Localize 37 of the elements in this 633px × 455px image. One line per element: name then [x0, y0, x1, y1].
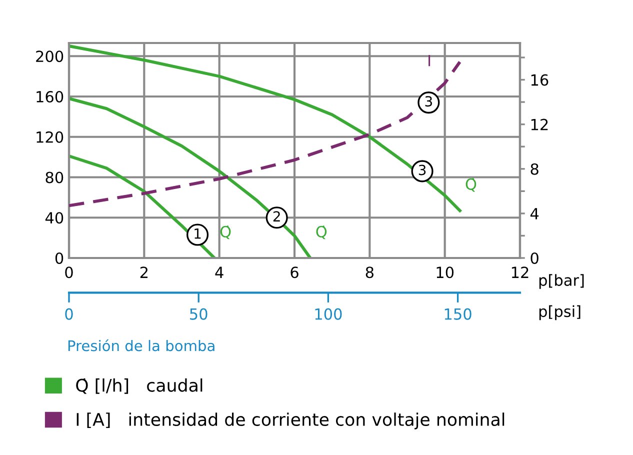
x-tick-label: 10: [436, 266, 454, 278]
y2-tick-label: 0: [530, 252, 538, 264]
x2-axis-title: p[psi]: [539, 305, 580, 320]
annotation: Q̇: [466, 178, 476, 192]
line-series: [69, 96, 312, 258]
x2-tick-label: 50: [190, 308, 208, 320]
x-tick-label: 12: [512, 266, 528, 278]
x2-tick-label: 150: [444, 308, 472, 320]
text: Presión de la bomba: [68, 339, 214, 352]
x-tick-label: 4: [215, 266, 224, 278]
line-series: [69, 154, 216, 258]
annotation: I: [428, 55, 430, 66]
y-tick-label: 200: [36, 50, 64, 62]
x-axis-title: p[bar]: [539, 274, 584, 289]
annotation: 3: [425, 96, 432, 107]
x-tick-label: 8: [366, 266, 374, 278]
y-tick-label: 120: [36, 131, 64, 143]
x-tick-label: 6: [290, 266, 298, 278]
annotation: Q̇: [220, 226, 231, 240]
x-tick-label: 0: [65, 266, 73, 278]
legend-label: Q̇ [l/h] caudal: [76, 378, 202, 394]
annotation: 2: [273, 211, 280, 222]
y-tick-label: 80: [46, 172, 64, 184]
y2-tick-label: 4: [530, 208, 539, 220]
legend-label: I [A] intensidad de corriente con voltaje nominal: [76, 412, 504, 430]
x2-tick-label: 0: [65, 308, 73, 320]
annotation: 3: [418, 164, 426, 176]
x2-tick-label: 100: [315, 308, 342, 320]
x-tick-label: 2: [140, 266, 148, 278]
y-tick-label: 160: [36, 90, 64, 103]
y2-tick-label: 8: [530, 163, 538, 175]
y2-tick-label: 16: [531, 74, 548, 86]
y2-tick-label: 12: [531, 118, 548, 130]
y-tick-label: 0: [55, 252, 64, 264]
y-tick-label: 40: [45, 212, 64, 224]
annotation: Q̇: [316, 226, 327, 240]
annotation: 1: [194, 228, 201, 239]
